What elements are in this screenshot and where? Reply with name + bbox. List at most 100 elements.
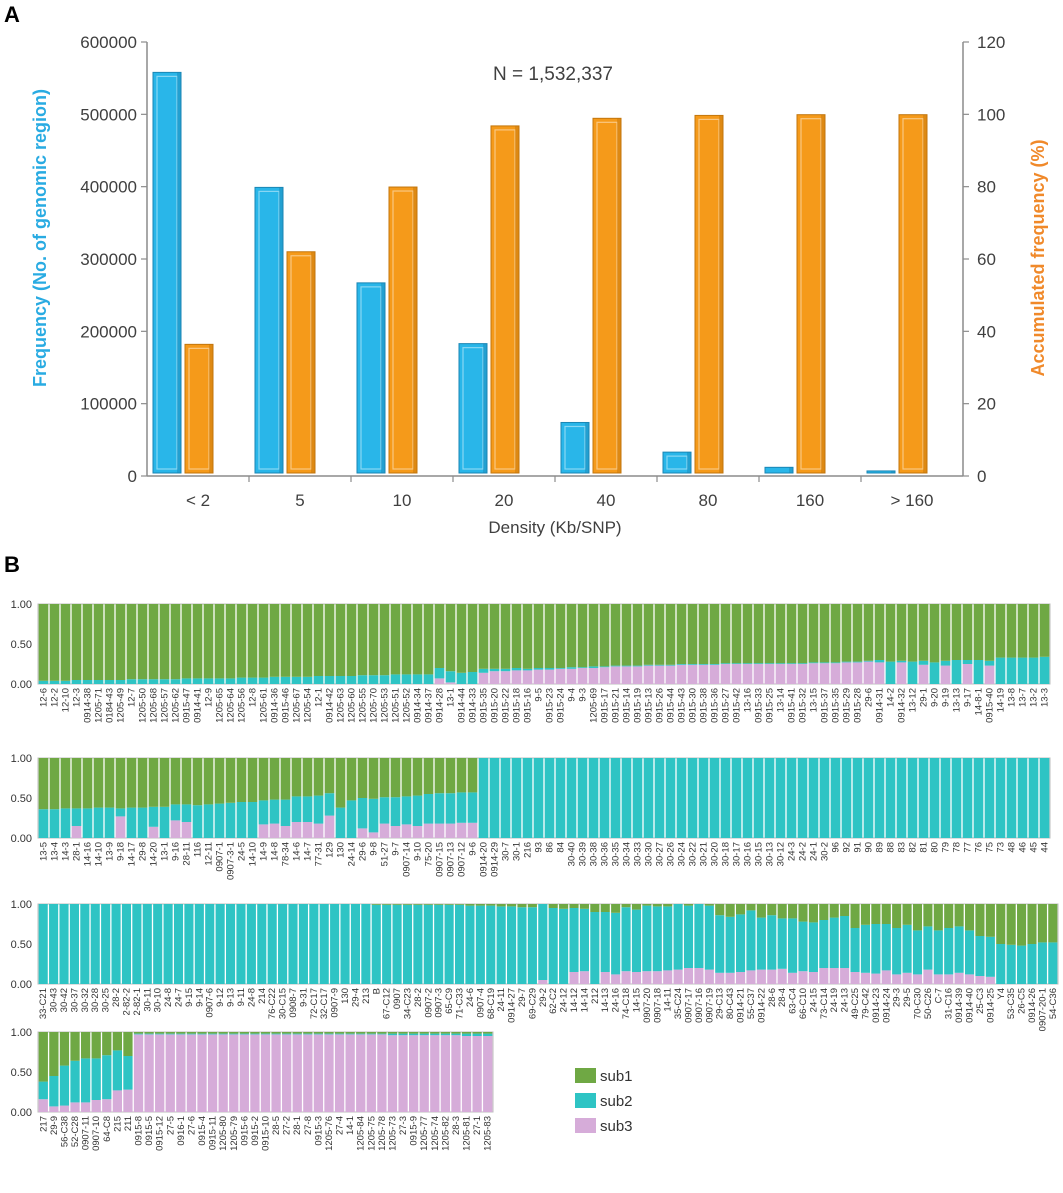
sub1-segment [544,604,555,668]
row-y-tick-label: 1.00 [11,753,32,765]
sample-label: 213 [361,988,372,1004]
sample-label: 14-6 [292,842,303,861]
sub2-segment [797,758,808,838]
sub2-segment [163,904,173,984]
sub3-segment [652,971,662,984]
sub2-segment [725,916,735,973]
sub3-segment [357,828,368,838]
sub2-segment [412,795,423,826]
sample-label: 30-10 [153,988,164,1012]
sample-label: 0914-25 [985,988,996,1023]
sub1-segment [819,904,829,920]
sub2-segment [246,904,256,984]
sample-label: 0915-9 [409,1116,420,1146]
sub2-segment [288,904,298,984]
sub2-segment [478,668,489,673]
sample-label: 13-1 [446,688,457,707]
sub2-segment [225,904,236,984]
sub2-segment [764,758,775,838]
row-y-tick-label: 0.00 [11,979,32,991]
sub1-segment [412,604,423,675]
sample-label: 12-3 [72,688,83,707]
sample-label: 30-34 [622,842,633,866]
sub3-segment [874,662,885,684]
sub2-segment [60,680,71,684]
sample-label: 1205-77 [419,1116,430,1151]
sub2-segment [798,921,808,972]
sub2-segment [643,758,654,838]
sub3-segment [500,671,511,684]
sub1-segment [313,1032,324,1034]
sub3-segment [665,665,676,684]
sample-label: 30-7 [501,842,512,861]
sub1-segment [192,604,203,679]
sub3-segment [912,974,923,984]
frequency-bar [458,343,488,474]
sub3-segment [852,662,863,684]
sub1-segment [377,1032,387,1034]
sub3-segment [430,1035,440,1112]
sub3-segment [445,682,456,684]
sample-label: 73 [996,842,1007,853]
sub2-segment [588,666,599,668]
sub2-segment [881,924,891,971]
sample-label: 9-19 [941,688,952,707]
sub3-segment [434,823,445,838]
sub3-segment [170,820,181,838]
sub2-segment [830,662,841,664]
sub1-segment [423,904,433,905]
sub2-segment [548,908,558,984]
sample-label: 29-4 [350,988,361,1007]
sample-label: 0914-33 [468,688,479,723]
sub1-segment [829,904,839,918]
sub1-segment [1017,904,1027,946]
sub1-segment [247,604,258,678]
sub2-segment [176,1033,186,1035]
sub2-segment [819,920,829,968]
sub1-segment [496,904,506,907]
accumulated-bar [490,125,520,474]
sub1-segment [423,758,434,794]
sub3-segment [954,972,964,984]
sub1-segment [775,604,786,664]
sub2-segment [478,758,489,838]
sub3-segment [720,664,731,684]
sub3-segment [830,663,841,684]
sample-label: 27-6 [186,1116,197,1135]
sub1-segment [654,604,665,665]
sample-label: 0914-28 [435,688,446,723]
sub1-segment [123,1032,133,1056]
y-tick-label: 100000 [80,395,137,414]
sub1-segment [366,1032,376,1034]
sub2-segment [104,807,115,838]
sample-label: 0915-41 [787,688,798,723]
sub2-segment [239,1033,249,1035]
sub2-segment [918,758,929,838]
sub2-segment [340,904,350,984]
sub2-segment [390,674,401,684]
sub3-segment [798,971,808,984]
row-y-tick-label: 0.00 [11,833,32,845]
sub1-segment [985,904,995,937]
sample-label: 30-26 [666,842,677,866]
sub2-segment [788,918,798,973]
sub2-segment [357,675,368,684]
sample-label: 0914-44 [457,688,468,723]
sub3-segment [356,1034,366,1112]
sample-label: 0915-24 [556,688,567,723]
sample-label: 0915-3 [313,1116,324,1146]
sample-label: 30-36 [600,842,611,866]
sample-label: 0914-40 [965,988,976,1023]
sample-label: 1205-68 [149,688,160,723]
sample-label: 1205-83 [483,1116,494,1151]
sample-label: 0915-5 [144,1116,155,1146]
sample-label: 12-8 [248,688,259,707]
sub3-segment [746,970,756,984]
sub2-segment [173,904,184,984]
sub1-segment [247,758,258,802]
sample-label: 217 [38,1116,49,1132]
sub2-segment [665,758,676,838]
sub2-segment [663,906,673,971]
